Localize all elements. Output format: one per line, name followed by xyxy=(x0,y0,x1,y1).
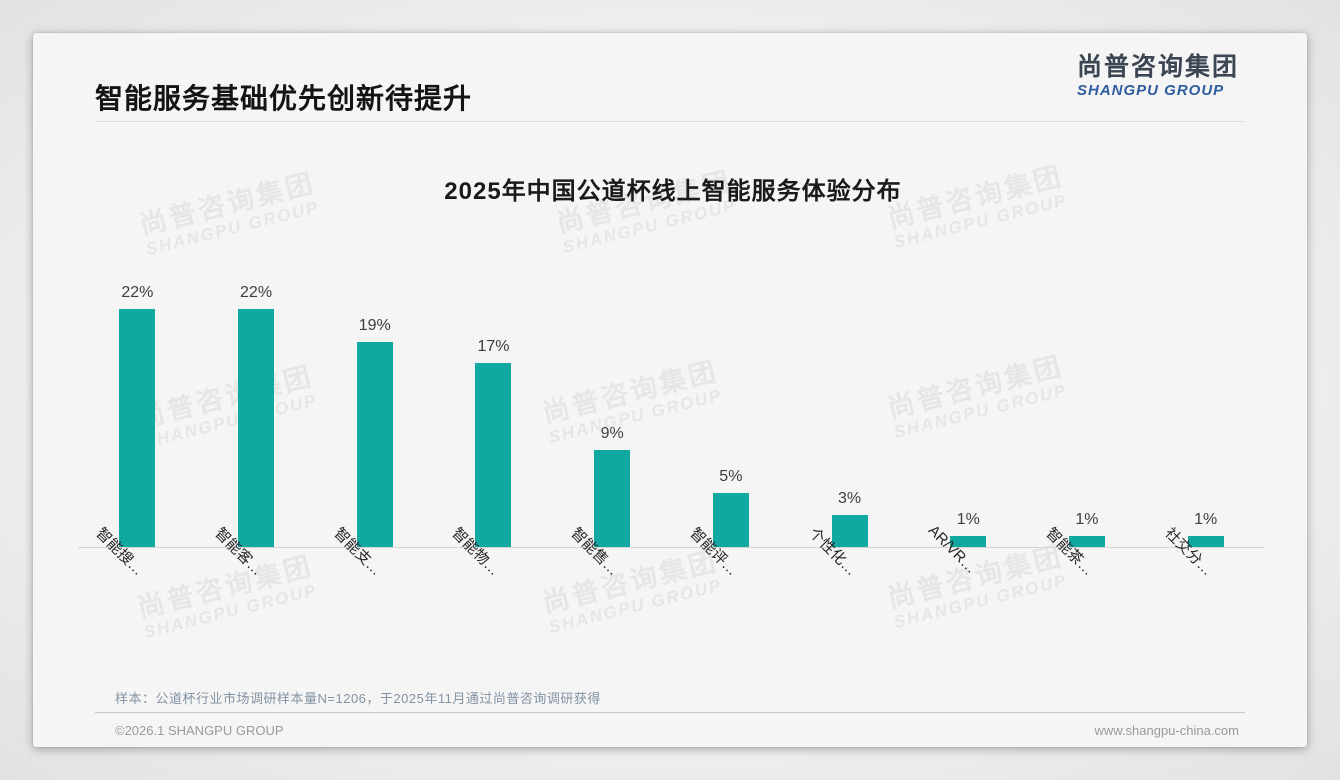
bar-value-label: 19% xyxy=(358,317,391,334)
bar-value-label: 22% xyxy=(240,284,273,301)
logo-en-text: SHANGPU GROUP xyxy=(1076,81,1225,99)
bar-column: 22% 智能搜… xyxy=(78,203,197,579)
bar-chart: 22% 智能搜… 22% 智能客… 19% 智能支… 17% 智能物… 9% 智… xyxy=(78,203,1265,579)
bar-column: 3% 个性化… xyxy=(790,203,909,579)
bar xyxy=(831,515,868,547)
bar xyxy=(594,450,631,547)
footer-divider xyxy=(95,712,1245,713)
bar-value-label: 22% xyxy=(121,284,154,301)
watermark-en: SHANGPU GROUP xyxy=(546,575,725,637)
bar xyxy=(1068,536,1105,547)
watermark-cn: 尚普咨询集团 xyxy=(884,540,1067,614)
bar-value-label: 1% xyxy=(956,511,980,528)
bar-column: 5% 智能评… xyxy=(672,203,791,579)
bar xyxy=(475,363,512,547)
bar-column: 1% 智能茶… xyxy=(1028,203,1147,579)
header-divider xyxy=(95,121,1245,122)
x-axis-label: 智能茶… xyxy=(1042,524,1097,580)
bar-value-label: 1% xyxy=(1194,511,1218,528)
bar-column: 17% 智能物… xyxy=(434,203,553,579)
watermark-en: SHANGPU GROUP xyxy=(141,580,320,642)
bar-column: 19% 智能支… xyxy=(315,203,434,579)
logo-cn-text: 尚普咨询集团 xyxy=(1076,53,1239,81)
bar-value-label: 1% xyxy=(1075,511,1099,528)
bar-column: 22% 智能客… xyxy=(197,203,316,579)
bar xyxy=(238,309,275,547)
watermark: 尚普咨询集团 SHANGPU GROUP xyxy=(539,545,726,637)
x-axis-label: 社交分… xyxy=(1161,524,1216,580)
x-axis-label: AR/VR… xyxy=(925,521,981,578)
bar-column: 1% 社交分… xyxy=(1146,203,1265,579)
bar-column: 9% 智能售… xyxy=(553,203,672,579)
watermark: 尚普咨询集团 SHANGPU GROUP xyxy=(134,550,321,642)
shangpu-logo: 尚普咨询集团 SHANGPU GROUP xyxy=(1077,53,1239,99)
sample-note: 样本：公道杯行业市场调研样本量N=1206，于2025年11月通过尚普咨询调研获… xyxy=(115,691,601,706)
watermark-cn: 尚普咨询集团 xyxy=(539,545,722,619)
bar xyxy=(356,342,393,547)
bar xyxy=(119,309,156,547)
watermark-en: SHANGPU GROUP xyxy=(891,570,1070,632)
bar xyxy=(1187,536,1224,547)
bar-value-label: 5% xyxy=(719,468,743,485)
website-text: www.shangpu-china.com xyxy=(1094,723,1239,738)
footer: ©2026.1 SHANGPU GROUP www.shangpu-china.… xyxy=(115,723,1239,738)
watermark: 尚普咨询集团 SHANGPU GROUP xyxy=(884,540,1071,632)
chart-title: 2025年中国公道杯线上智能服务体验分布 xyxy=(444,178,902,205)
bar xyxy=(950,536,987,547)
bar-column: 1% AR/VR… xyxy=(909,203,1028,577)
bar xyxy=(712,493,749,547)
bar-value-label: 9% xyxy=(600,425,624,442)
bar-value-label: 3% xyxy=(838,490,862,507)
bar-value-label: 17% xyxy=(477,338,510,355)
watermark-cn: 尚普咨询集团 xyxy=(134,550,317,624)
copyright-text: ©2026.1 SHANGPU GROUP xyxy=(115,723,284,738)
slide: 尚普咨询集团 SHANGPU GROUP 尚普咨询集团 SHANGPU GROU… xyxy=(33,33,1307,747)
page-title: 智能服务基础优先创新待提升 xyxy=(95,83,473,114)
